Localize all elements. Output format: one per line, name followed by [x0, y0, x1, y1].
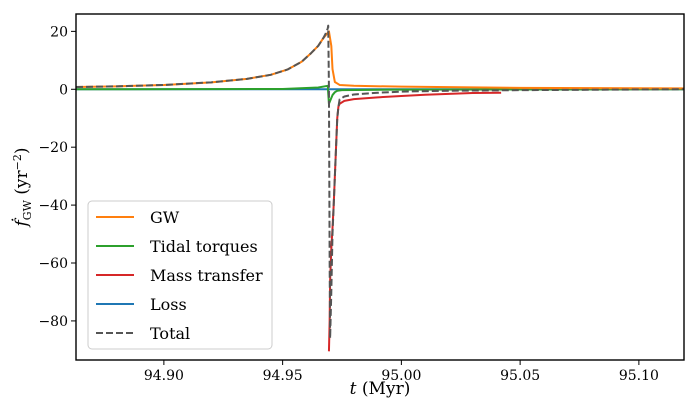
series-line-total	[76, 24, 684, 340]
x-tick-label: 95.00	[381, 368, 421, 384]
y-tick-label: −20	[38, 140, 68, 156]
x-tick-label: 95.05	[500, 368, 540, 384]
x-axis-label: t (Myr)	[350, 379, 411, 399]
axes-layer: 94.90 94.95 95.00 95.05 95.10 20 0 −20 −40 −60 −80…	[11, 13, 685, 399]
legend-label-tidal-torques: Tidal torques	[150, 237, 258, 256]
y-tick-label: −60	[38, 256, 68, 272]
legend: GW Tidal torques Mass transfer Loss Total	[87, 200, 273, 350]
legend-label-mass-transfer: Mass transfer	[150, 266, 263, 285]
y-tick-label: 0	[59, 82, 68, 98]
legend-label-loss: Loss	[150, 295, 187, 314]
legend-label-gw: GW	[150, 208, 180, 227]
legend-label-total: Total	[150, 324, 190, 343]
y-tick-label: 20	[50, 24, 68, 40]
series-line-mass-transfer	[327, 91, 502, 352]
y-tick-label: −80	[38, 314, 68, 330]
x-tick-label: 95.10	[619, 368, 659, 384]
series-line-gw	[76, 30, 684, 90]
plot-frame	[75, 13, 685, 361]
x-tick-label: 94.90	[144, 368, 184, 384]
y-axis-label: ḟGW (yr−2)	[11, 147, 34, 228]
series-layer	[76, 24, 684, 352]
series-line-tidal-torques	[76, 84, 684, 105]
legend-box	[87, 200, 273, 350]
y-tick-label: −40	[38, 198, 68, 214]
x-tick-label: 94.95	[263, 368, 303, 384]
